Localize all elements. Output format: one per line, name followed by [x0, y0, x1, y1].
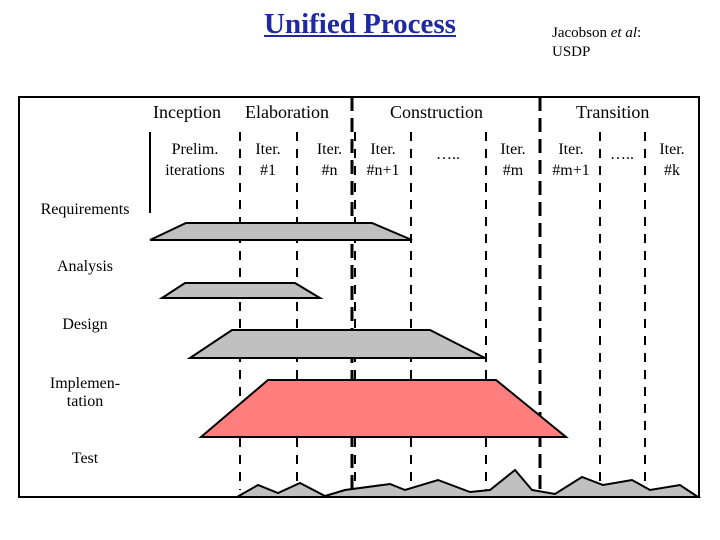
citation: Jacobson et al: USDP — [552, 24, 641, 62]
workflow-label-test: Test — [71, 450, 99, 467]
diagram-title: Unified Process — [264, 8, 456, 40]
citation-source: USDP — [552, 44, 591, 60]
iteration-header: Iter. #1 — [255, 141, 281, 179]
iteration-separators — [239, 132, 646, 490]
iteration-ellipsis: ….. — [436, 146, 460, 163]
phase-inception: Inception — [153, 102, 221, 122]
phase-construction: Construction — [390, 102, 483, 122]
iteration-header: Prelim. iterations — [165, 141, 225, 179]
iteration-header: Iter. #m+1 — [552, 141, 590, 179]
iteration-header: Iter. #n+1 — [366, 141, 400, 179]
workflow-label-design: Design — [62, 316, 108, 333]
citation-colon: : — [637, 25, 642, 41]
workflow-label-requirements: Requirements — [40, 201, 130, 218]
citation-etal: et al — [610, 25, 637, 41]
phase-elaboration: Elaboration — [245, 102, 329, 122]
analysis-effort-shape — [158, 282, 324, 299]
requirements-effort-shape — [149, 222, 413, 241]
design-effort-shape — [186, 329, 486, 359]
iteration-header: Iter. #k — [659, 141, 685, 179]
workflow-label-implementation: Implemen-tation — [49, 375, 121, 410]
iteration-header: Iter. #n — [316, 141, 343, 179]
workflow-label-analysis: Analysis — [57, 258, 113, 275]
implementation-effort-shape — [198, 379, 569, 438]
citation-author: Jacobson — [552, 25, 607, 41]
iteration-ellipsis: ….. — [610, 146, 634, 163]
phase-transition: Transition — [576, 102, 650, 122]
test-effort-shape — [233, 468, 702, 498]
iteration-header: Iter. #m — [500, 141, 526, 179]
